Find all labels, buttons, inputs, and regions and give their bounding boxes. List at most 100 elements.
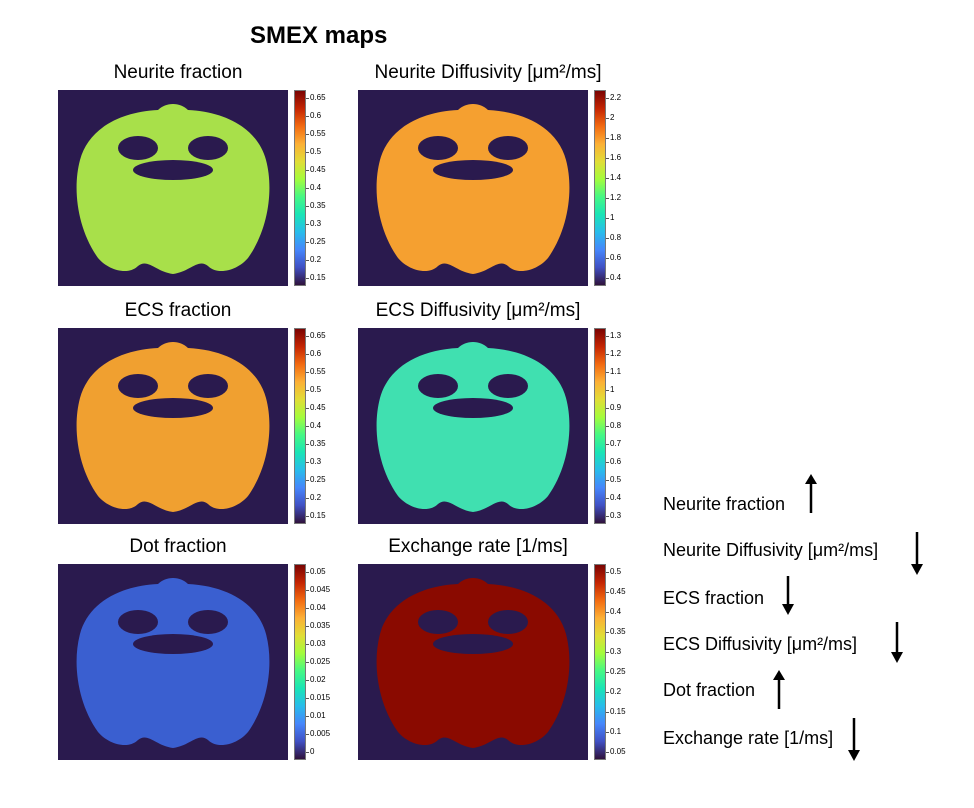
summary-label: ECS fraction	[663, 588, 765, 608]
brain-slice-graphic	[376, 104, 570, 274]
colorbar-tick-label: 0.5	[605, 475, 622, 484]
colorbar-tick-label: 2	[605, 113, 615, 122]
colorbar-tick-label: 0.6	[305, 111, 322, 120]
colorbar-tick-label: 1.1	[605, 367, 622, 376]
panel-title: Dot fraction	[129, 536, 227, 557]
arrow-down-icon	[911, 532, 923, 575]
colorbar-tick-label: 0.01	[306, 711, 326, 720]
colorbar-tick-label: 0.6	[605, 457, 622, 466]
colorbar-ticks: 0.65 0.6 0.55 0.5 0.45 0.4 0.35 0.3 0.25 0.2 0.15	[305, 328, 350, 524]
colorbar	[294, 90, 306, 286]
arrow-up-icon	[773, 670, 785, 709]
summary-label: Neurite fraction	[663, 494, 786, 514]
colorbar-tick-label: 1	[605, 385, 615, 394]
colorbar-tick-label: 0.15	[306, 511, 326, 520]
brain-slice-graphic	[376, 342, 570, 512]
panel-title: ECS Diffusivity [μm²/ms]	[375, 300, 581, 321]
colorbar-tick-label: 0.025	[305, 657, 331, 666]
colorbar-tick-label: 1.8	[605, 133, 622, 142]
colorbar	[294, 564, 306, 760]
brain-map-image	[58, 90, 288, 286]
colorbar-tick-label: 0.35	[606, 627, 626, 636]
colorbar-ticks: 1.3 1.2 1.1 1 0.9 0.8 0.7 0.6 0.5 0.4 0.3	[605, 328, 650, 524]
brain-slice-graphic	[76, 104, 270, 274]
arrow-up-icon	[805, 474, 817, 513]
brain-slice-graphic	[76, 578, 270, 748]
colorbar-tick-label: 0.45	[306, 403, 326, 412]
colorbar-tick-label: 0.05	[606, 747, 626, 756]
colorbar-tick-label: 0.05	[306, 567, 326, 576]
brain-map-image	[358, 90, 588, 286]
summary-label: Dot fraction	[663, 680, 756, 700]
colorbar-tick-label: 0.25	[606, 667, 626, 676]
panel-neurite-fraction: Neurite fraction 0.65 0.6 0.55 0.5 0.45 0.4 0.…	[58, 62, 358, 292]
colorbar	[594, 90, 606, 286]
colorbar-tick-label: 0.2	[305, 493, 322, 502]
colorbar-tick-label: 0.35	[306, 439, 326, 448]
summary-list: Neurite fraction Neurite Diffusivity [μm…	[663, 474, 963, 770]
colorbar-tick-label: 0.45	[606, 587, 626, 596]
colorbar-ticks: 0.65 0.6 0.55 0.5 0.45 0.4 0.35 0.3 0.25 0.2 0.15	[305, 90, 350, 286]
panel-ecs-diffusivity: ECS Diffusivity [μm²/ms] 1.3 1.2 1.1 1 0.9 0.…	[358, 300, 658, 530]
brain-map-image	[58, 564, 288, 760]
colorbar-tick-label: 0.4	[305, 183, 322, 192]
colorbar-tick-label: 0.8	[605, 421, 622, 430]
colorbar-tick-label: 0.03	[306, 639, 326, 648]
colorbar-tick-label: 0.3	[305, 219, 322, 228]
colorbar-tick-label: 0.005	[305, 729, 331, 738]
colorbar-tick-label: 0.5	[605, 567, 622, 576]
arrow-down-icon	[848, 718, 860, 761]
panel-neurite-diffusivity: Neurite Diffusivity [μm²/ms] 2.2 2 1.8 1.6 1…	[358, 62, 658, 292]
colorbar-tick-label: 0.45	[306, 165, 326, 174]
arrow-down-icon	[891, 622, 903, 663]
summary-label: Neurite Diffusivity [μm²/ms]	[663, 540, 879, 560]
colorbar-tick-label: 0.6	[605, 253, 622, 262]
colorbar-tick-label: 0.4	[605, 607, 622, 616]
colorbar-tick-label: 0.5	[305, 385, 322, 394]
summary-item: Neurite Diffusivity [μm²/ms]	[663, 540, 878, 580]
panel-title: Neurite fraction	[113, 62, 243, 83]
panel-title: ECS fraction	[124, 300, 232, 321]
panel-title: Exchange rate [1/ms]	[388, 536, 568, 557]
colorbar-tick-label: 0.55	[306, 367, 326, 376]
colorbar-tick-label: 0	[305, 747, 315, 756]
colorbar-tick-label: 0.65	[306, 93, 326, 102]
summary-label: ECS Diffusivity [μm²/ms]	[663, 634, 858, 654]
brain-slice-graphic	[376, 578, 570, 748]
colorbar-tick-label: 0.2	[605, 687, 622, 696]
panel-exchange-rate: Exchange rate [1/ms] 0.5 0.45 0.4 0.35 0.3 0.…	[358, 536, 658, 766]
brain-map-image	[358, 328, 588, 524]
brain-map-image	[58, 328, 288, 524]
colorbar-tick-label: 0.15	[606, 707, 626, 716]
colorbar-tick-label: 0.4	[305, 421, 322, 430]
colorbar-ticks: 0.5 0.45 0.4 0.35 0.3 0.25 0.2 0.15 0.1 0.05	[605, 564, 650, 760]
summary-item: Exchange rate [1/ms]	[663, 728, 833, 768]
colorbar-tick-label: 0.3	[605, 647, 622, 656]
colorbar-tick-label: 0.3	[305, 457, 322, 466]
colorbar-tick-label: 0.4	[605, 493, 622, 502]
colorbar-tick-label: 0.02	[306, 675, 326, 684]
colorbar-ticks: 0.05 0.045 0.04 0.035 0.03 0.025 0.02 0.015 0.01…	[305, 564, 350, 760]
colorbar-tick-label: 0.25	[306, 475, 326, 484]
colorbar-tick-label: 1.2	[605, 349, 622, 358]
colorbar-tick-label: 0.035	[305, 621, 331, 630]
summary-item: ECS fraction	[663, 588, 764, 628]
colorbar-tick-label: 1.4	[605, 173, 622, 182]
figure-title: SMEX maps	[250, 22, 388, 49]
panel-title: Neurite Diffusivity [μm²/ms]	[374, 62, 602, 83]
panel-dot-fraction: Dot fraction 0.05 0.045 0.04 0.035 0.03 0.025…	[58, 536, 358, 766]
panel-ecs-fraction: ECS fraction 0.65 0.6 0.55 0.5 0.45 0.4 0.35 0.…	[58, 300, 358, 530]
colorbar-tick-label: 1	[605, 213, 615, 222]
summary-item: Dot fraction	[663, 680, 755, 720]
brain-slice-graphic	[76, 342, 270, 512]
colorbar-tick-label: 1.2	[605, 193, 622, 202]
colorbar-tick-label: 0.7	[605, 439, 622, 448]
summary-item: ECS Diffusivity [μm²/ms]	[663, 634, 857, 674]
colorbar-tick-label: 0.1	[605, 727, 622, 736]
colorbar-tick-label: 0.4	[605, 273, 622, 282]
brain-map-image	[358, 564, 588, 760]
colorbar-ticks: 2.2 2 1.8 1.6 1.4 1.2 1 0.8 0.6 0.4	[605, 90, 650, 286]
colorbar-tick-label: 0.5	[305, 147, 322, 156]
summary-label: Exchange rate [1/ms]	[663, 728, 834, 748]
colorbar-tick-label: 0.045	[305, 585, 331, 594]
